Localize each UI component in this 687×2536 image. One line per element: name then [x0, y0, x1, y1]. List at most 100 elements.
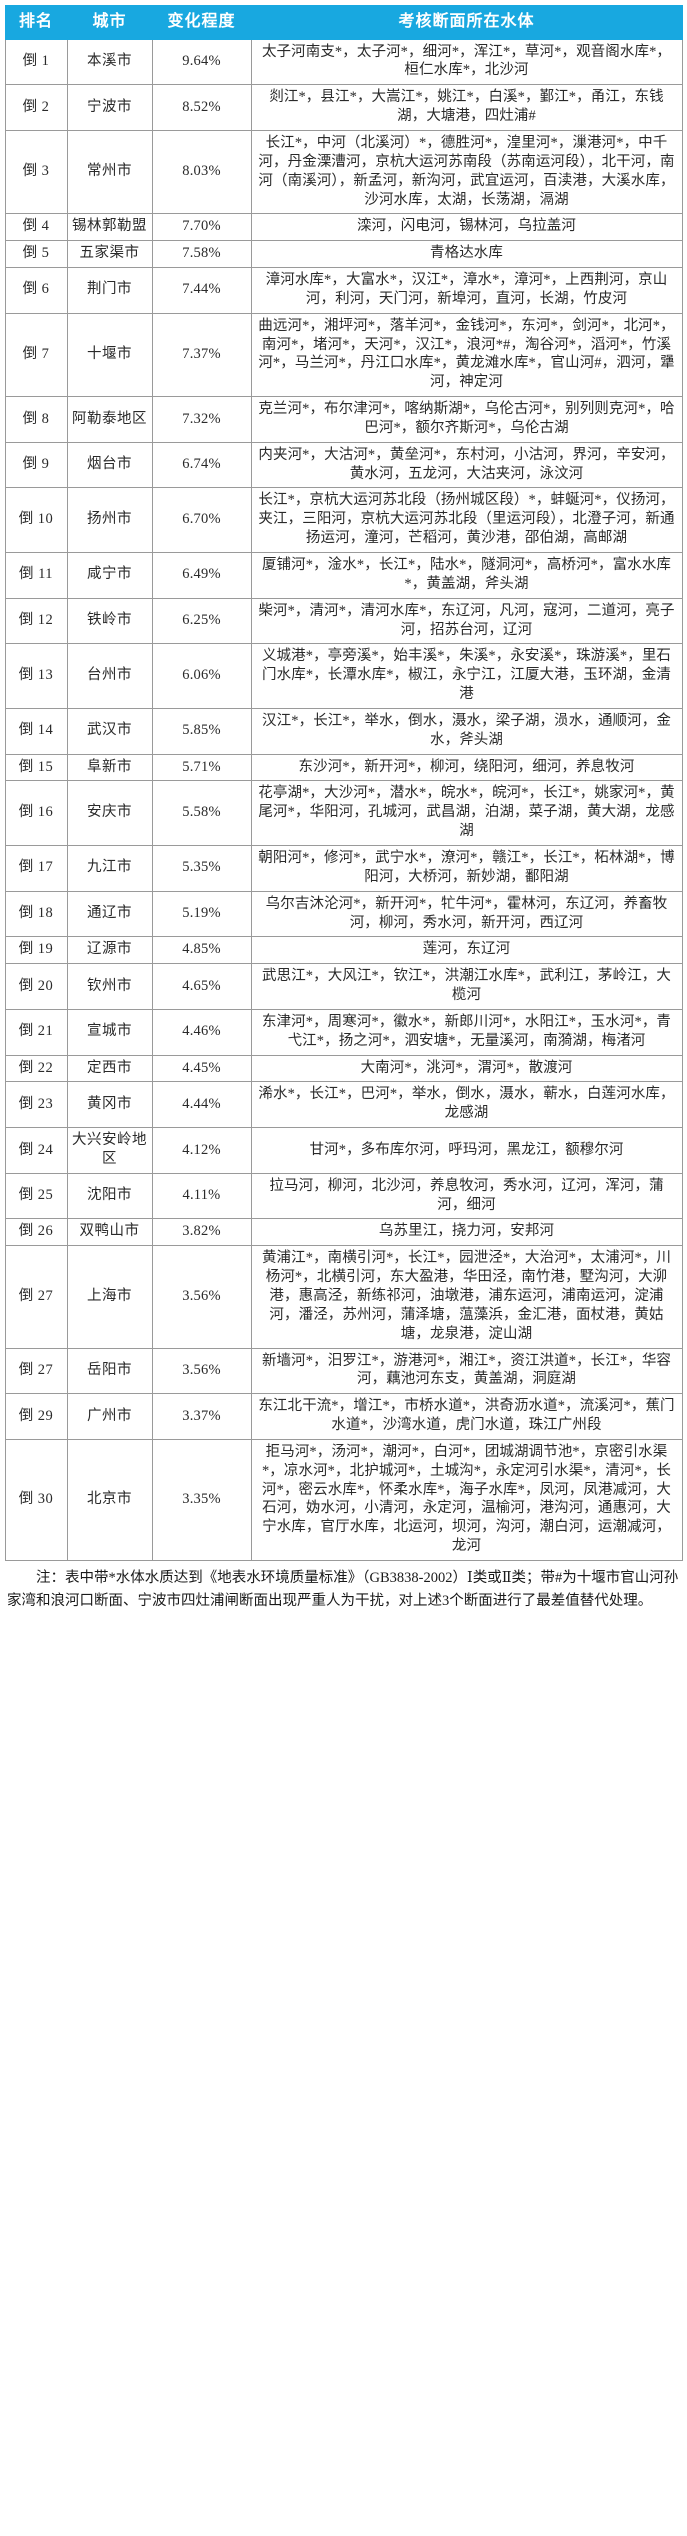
table-row: 倒 19 辽源市 4.85% 莲河，东辽河	[4, 936, 683, 965]
cell-change: 5.19%	[151, 890, 252, 938]
cell-change: 5.85%	[151, 707, 252, 755]
cell-change: 6.06%	[151, 643, 252, 709]
cell-change: 5.35%	[151, 844, 252, 892]
table-row: 倒 17 九江市 5.35% 朝阳河*，修河*，武宁水*，潦河*，赣江*，长江*，柘林…	[4, 844, 683, 892]
cell-change: 7.70%	[151, 213, 252, 242]
table-row: 倒 1 本溪市 9.64% 太子河南支*，太子河*，细河*，浑江*，草河*，观音阁水库…	[4, 38, 683, 86]
table-row: 倒 8 阿勒泰地区 7.32% 克兰河*，布尔津河*，喀纳斯湖*，乌伦古河*，别列则克…	[4, 396, 683, 443]
cell-water: 太子河南支*，太子河*，细河*，浑江*，草河*，观音阁水库*，桓仁水库*，北沙河	[250, 38, 683, 86]
cell-city: 通辽市	[66, 890, 153, 938]
cell-city: 大兴安岭地区	[66, 1127, 153, 1174]
cell-rank: 倒 19	[4, 936, 68, 965]
column-header-city: 城市	[66, 5, 153, 40]
cell-water: 武思江*，大风江*，钦江*，洪潮江水库*，武利江，茅岭江，大榄河	[250, 963, 683, 1010]
table-row: 倒 20 钦州市 4.65% 武思江*，大风江*，钦江*，洪潮江水库*，武利江，茅岭江…	[4, 963, 683, 1010]
cell-rank: 倒 25	[4, 1172, 68, 1220]
cell-water: 青格达水库	[250, 240, 683, 269]
table-row: 倒 13 台州市 6.06% 义城港*，亭旁溪*，始丰溪*，朱溪*，永安溪*，珠游溪*…	[4, 643, 683, 709]
cell-change: 7.44%	[151, 267, 252, 314]
cell-rank: 倒 26	[4, 1218, 68, 1247]
table-row: 倒 29 广州市 3.37% 东江北干流*，增江*，市桥水道*，洪奇沥水道*，流溪河*…	[4, 1393, 683, 1440]
cell-water: 乌苏里江，挠力河，安邦河	[250, 1218, 683, 1247]
cell-water: 东津河*，周寒河*，徽水*，新郎川河*，水阳江*，玉水河*，青弋江*，扬之河*，…	[250, 1008, 683, 1056]
cell-water: 东沙河*，新开河*，柳河，绕阳河，细河，养息牧河	[250, 753, 683, 782]
cell-rank: 倒 6	[4, 267, 68, 314]
cell-rank: 倒 24	[4, 1127, 68, 1174]
table-row: 倒 3 常州市 8.03% 长江*，中河（北溪河）*，德胜河*，湟里河*，漅港河*，中…	[4, 129, 683, 215]
table-row: 倒 21 宣城市 4.46% 东津河*，周寒河*，徽水*，新郎川河*，水阳江*，玉水河…	[4, 1008, 683, 1056]
cell-city: 阜新市	[66, 753, 153, 782]
cell-water: 甘河*，多布库尔河，呼玛河，黑龙江，额穆尔河	[250, 1127, 683, 1174]
table-row: 倒 15 阜新市 5.71% 东沙河*，新开河*，柳河，绕阳河，细河，养息牧河	[4, 753, 683, 782]
cell-water: 长江*，中河（北溪河）*，德胜河*，湟里河*，漅港河*，中千河，丹金溧漕河，京杭…	[250, 129, 683, 215]
table-footnote: 注：表中带*水体水质达到《地表水环境质量标准》（GB3838-2002）Ⅰ类或Ⅱ…	[7, 1569, 679, 1610]
cell-change: 4.46%	[151, 1008, 252, 1056]
table-row: 倒 5 五家渠市 7.58% 青格达水库	[4, 240, 683, 269]
cell-city: 岳阳市	[66, 1347, 153, 1395]
cell-rank: 倒 10	[4, 487, 68, 553]
cell-rank: 倒 4	[4, 213, 68, 242]
cell-water: 拒马河*，汤河*，潮河*，白河*，团城湖调节池*，京密引水渠*，凉水河*，北护城…	[250, 1438, 683, 1561]
cell-city: 铁岭市	[66, 597, 153, 645]
table-row: 倒 9 烟台市 6.74% 内夹河*，大沽河*，黄垒河*，东村河，小沽河，界河，辛安河…	[4, 441, 683, 489]
cell-rank: 倒 3	[4, 129, 68, 215]
cell-rank: 倒 1	[4, 38, 68, 86]
cell-change: 7.37%	[151, 312, 252, 398]
cell-rank: 倒 20	[4, 963, 68, 1010]
cell-rank: 倒 7	[4, 312, 68, 398]
cell-water: 乌尔吉沐沦河*，新开河*，牤牛河*，霍林河，东辽河，养畜牧河，柳河，秀水河，新开…	[250, 890, 683, 938]
cell-city: 钦州市	[66, 963, 153, 1010]
cell-rank: 倒 23	[4, 1081, 68, 1129]
cell-change: 3.56%	[151, 1347, 252, 1395]
cell-water: 花亭湖*，大沙河*，潜水*，皖水*，皖河*，长江*，姚家河*，黄尾河*，华阳河，…	[250, 780, 683, 846]
cell-water: 黄浦江*，南横引河*，长江*，园泄泾*，大治河*，太浦河*，川杨河*，北横引河，…	[250, 1245, 683, 1349]
cell-city: 沈阳市	[66, 1172, 153, 1220]
cell-water: 莲河，东辽河	[250, 936, 683, 965]
table-row: 倒 2 宁波市 8.52% 剡江*，县江*，大嵩江*，姚江*，白溪*，鄞江*，甬江，东…	[4, 84, 683, 131]
cell-change: 3.82%	[151, 1218, 252, 1247]
cell-rank: 倒 22	[4, 1054, 68, 1083]
cell-city: 北京市	[66, 1438, 153, 1561]
cell-change: 3.37%	[151, 1393, 252, 1440]
table-row: 倒 6 荆门市 7.44% 漳河水库*，大富水*，汉江*，漳水*，漳河*，上西荆河，京…	[4, 267, 683, 314]
cell-rank: 倒 18	[4, 890, 68, 938]
cell-city: 定西市	[66, 1054, 153, 1083]
cell-city: 常州市	[66, 129, 153, 215]
cell-city: 上海市	[66, 1245, 153, 1349]
cell-change: 8.52%	[151, 84, 252, 131]
table-row: 倒 4 锡林郭勒盟 7.70% 滦河，闪电河，锡林河，乌拉盖河	[4, 213, 683, 242]
cell-rank: 倒 14	[4, 707, 68, 755]
cell-city: 双鸭山市	[66, 1218, 153, 1247]
column-header-rank: 排名	[4, 5, 68, 40]
cell-rank: 倒 12	[4, 597, 68, 645]
cell-rank: 倒 30	[4, 1438, 68, 1561]
cell-water: 柴河*，清河*，清河水库*，东辽河，凡河，寇河，二道河，亮子河，招苏台河，辽河	[250, 597, 683, 645]
cell-water: 漳河水库*，大富水*，汉江*，漳水*，漳河*，上西荆河，京山河，利河，天门河，新…	[250, 267, 683, 314]
cell-water: 大南河*，洮河*，渭河*，散渡河	[250, 1054, 683, 1083]
cell-change: 4.11%	[151, 1172, 252, 1220]
cell-change: 5.58%	[151, 780, 252, 846]
table-row: 倒 11 咸宁市 6.49% 厦铺河*，淦水*，长江*，陆水*，隧洞河*，高桥河*，富…	[4, 552, 683, 599]
cell-rank: 倒 27	[4, 1245, 68, 1349]
cell-city: 本溪市	[66, 38, 153, 86]
cell-city: 十堰市	[66, 312, 153, 398]
cell-change: 6.70%	[151, 487, 252, 553]
cell-change: 7.32%	[151, 396, 252, 443]
water-quality-rank-table: 排名 城市 变化程度 考核断面所在水体 倒 1 本溪市 9.64% 太子河南支*，太子…	[4, 5, 683, 1561]
table-row: 倒 14 武汉市 5.85% 汉江*，长江*，举水，倒水，滠水，梁子湖，涢水，通顺河，…	[4, 707, 683, 755]
cell-city: 宣城市	[66, 1008, 153, 1056]
cell-water: 长江*，京杭大运河苏北段（扬州城区段）*，蚌蜒河*，仪扬河，夹江，三阳河，京杭大…	[250, 487, 683, 553]
cell-change: 4.85%	[151, 936, 252, 965]
cell-water: 克兰河*，布尔津河*，喀纳斯湖*，乌伦古河*，别列则克河*，哈巴河*，额尔齐斯河…	[250, 396, 683, 443]
cell-city: 锡林郭勒盟	[66, 213, 153, 242]
table-row: 倒 24 大兴安岭地区 4.12% 甘河*，多布库尔河，呼玛河，黑龙江，额穆尔河	[4, 1127, 683, 1174]
table-row: 倒 30 北京市 3.35% 拒马河*，汤河*，潮河*，白河*，团城湖调节池*，京密引…	[4, 1438, 683, 1561]
cell-rank: 倒 13	[4, 643, 68, 709]
table-row: 倒 10 扬州市 6.70% 长江*，京杭大运河苏北段（扬州城区段）*，蚌蜒河*，仪扬…	[4, 487, 683, 553]
table-row: 倒 27 岳阳市 3.56% 新墙河*，汨罗江*，游港河*，湘江*，资江洪道*，长江*…	[4, 1347, 683, 1395]
cell-water: 厦铺河*，淦水*，长江*，陆水*，隧洞河*，高桥河*，富水水库*，黄盖湖，斧头湖	[250, 552, 683, 599]
document-page: 排名 城市 变化程度 考核断面所在水体 倒 1 本溪市 9.64% 太子河南支*，太子…	[0, 5, 687, 2536]
cell-water: 朝阳河*，修河*，武宁水*，潦河*，赣江*，长江*，柘林湖*，博阳河，大桥河，新…	[250, 844, 683, 892]
cell-change: 7.58%	[151, 240, 252, 269]
cell-change: 6.74%	[151, 441, 252, 489]
